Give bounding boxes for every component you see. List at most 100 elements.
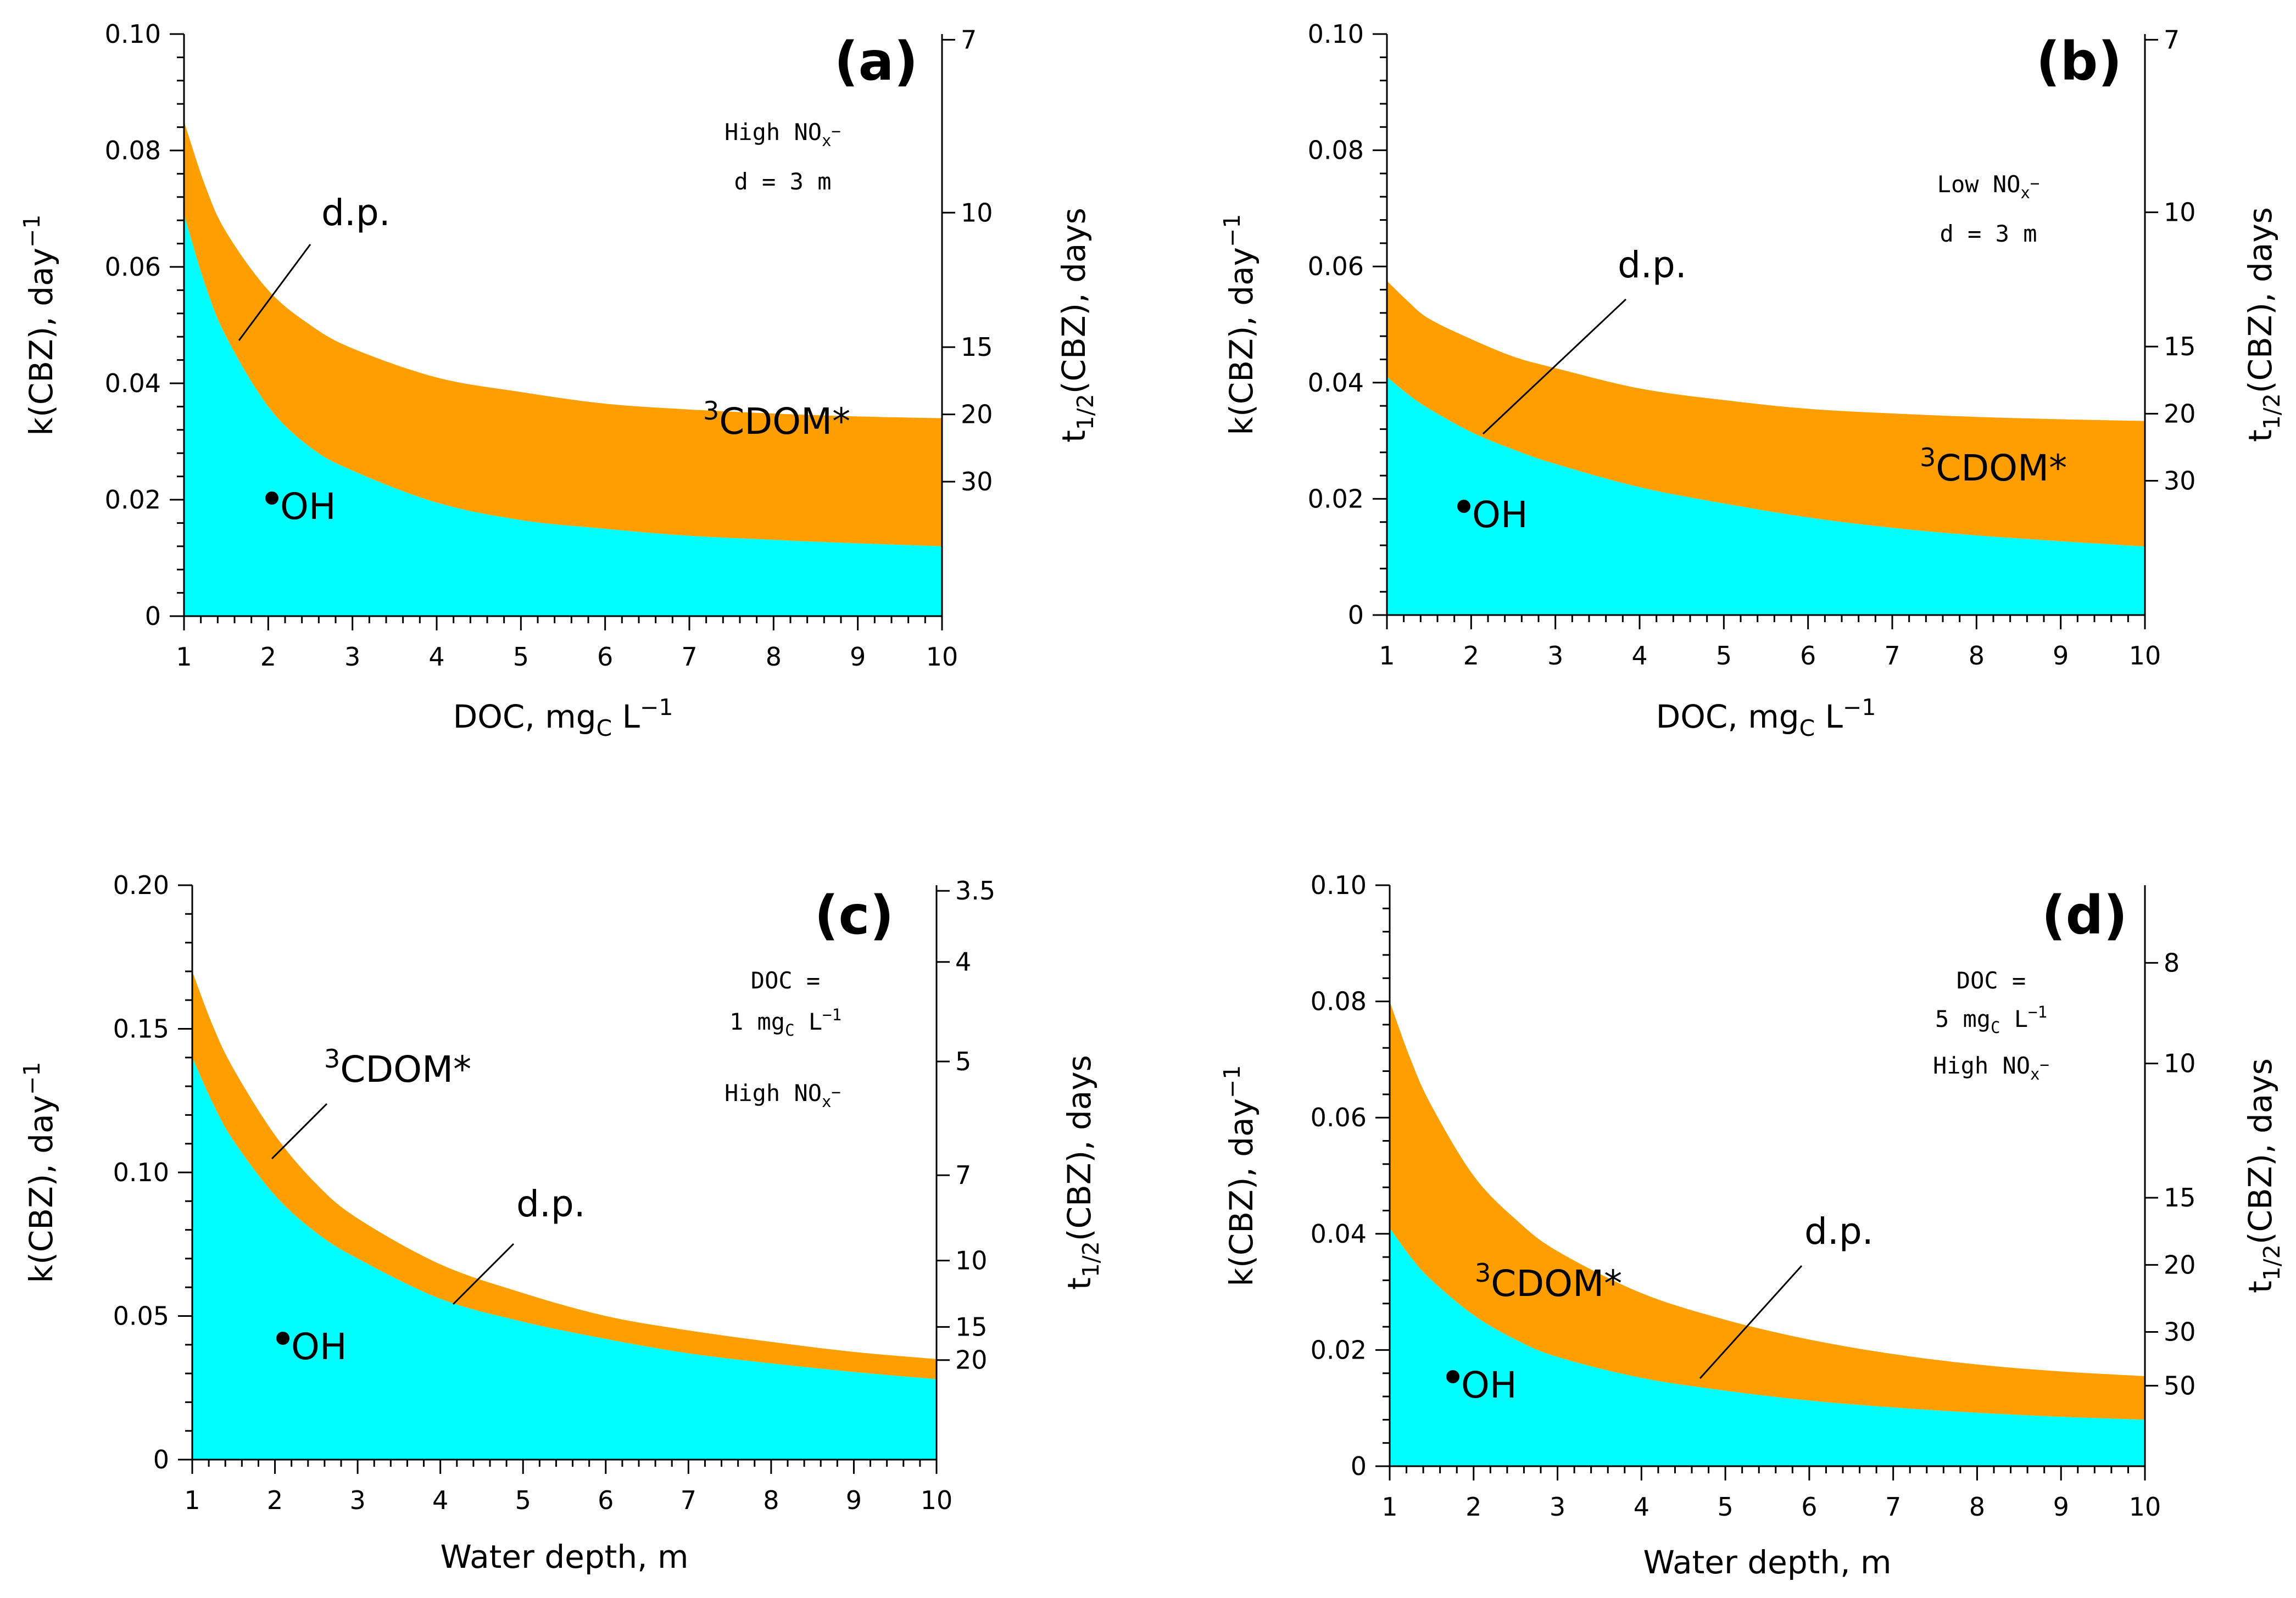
x-tick-label: 4 <box>428 642 444 672</box>
leader-line <box>452 1243 515 1305</box>
x-tick-label: 1 <box>184 1485 200 1515</box>
x-tick-label: 9 <box>2053 1492 2069 1522</box>
x-tick-label: 5 <box>515 1485 531 1515</box>
panel-label: (a) <box>834 31 918 92</box>
x-tick-label: 3 <box>1550 1492 1565 1522</box>
y-tick-label: 0.05 <box>113 1301 169 1331</box>
x-tick-label: 8 <box>763 1485 779 1515</box>
x-tick-label: 1 <box>1379 641 1395 671</box>
y-tick-label: 0.08 <box>1311 987 1367 1016</box>
y2-tick-label: 4 <box>955 947 971 977</box>
x-tick-label: 10 <box>2129 1492 2161 1522</box>
y2-tick-label: 7 <box>2164 25 2180 54</box>
y-tick-label: 0.06 <box>105 252 161 282</box>
series-label-oh: OH <box>1461 1364 1517 1406</box>
panel-label: (c) <box>815 885 894 946</box>
x-tick-label: 6 <box>598 1485 614 1515</box>
x-tick-label: 7 <box>681 1485 696 1515</box>
y-tick-label: 0.15 <box>113 1014 169 1044</box>
panel-label: (b) <box>2036 31 2122 92</box>
y-tick-label: 0.02 <box>105 485 161 515</box>
x-tick-label: 10 <box>926 642 958 672</box>
y-tick-label: 0.02 <box>1308 484 1364 513</box>
series-label-3cdom: 3CDOM* <box>703 396 850 443</box>
x-tick-label: 9 <box>846 1485 862 1515</box>
radical-dot-icon <box>265 491 278 505</box>
y-tick-label: 0.10 <box>1308 19 1364 49</box>
x-tick-label: 10 <box>921 1485 953 1515</box>
series-area-oh <box>1387 377 2145 615</box>
x-tick-label: 4 <box>1634 1492 1649 1522</box>
condition-annotation: 5 mgC L−1 <box>1935 1003 2047 1037</box>
y-axis-title: k(CBZ), day−1 <box>1219 214 1260 435</box>
x-axis-title: Water depth, m <box>1643 1544 1891 1581</box>
series-label-dp: d.p. <box>1804 1210 1874 1253</box>
y-tick-label: 0.06 <box>1311 1103 1367 1132</box>
x-tick-label: 2 <box>1463 641 1479 671</box>
y2-tick-label: 20 <box>961 400 993 429</box>
series-area-oh <box>1390 1228 2145 1466</box>
x-tick-label: 1 <box>1381 1492 1397 1522</box>
y2-tick-label: 10 <box>961 198 993 227</box>
leader-line <box>271 1103 328 1160</box>
series-area-oh <box>184 214 942 617</box>
y-tick-label: 0.08 <box>1308 136 1364 165</box>
x-tick-label: 2 <box>267 1485 283 1515</box>
condition-annotation: High NOx− <box>725 119 841 150</box>
y-tick-label: 0.10 <box>1311 870 1367 900</box>
x-tick-label: 5 <box>1717 1492 1733 1522</box>
y-tick-label: 0 <box>1348 600 1364 630</box>
x-tick-label: 8 <box>1969 641 1985 671</box>
series-label-dp: d.p. <box>1618 244 1687 286</box>
y-tick-label: 0.04 <box>1308 368 1364 398</box>
series-label-3cdom: 3CDOM* <box>1475 1258 1622 1305</box>
x-tick-label: 6 <box>1801 1492 1817 1522</box>
y2-tick-label: 15 <box>2164 1183 2196 1213</box>
y2-tick-label: 3.5 <box>955 876 995 906</box>
x-tick-label: 7 <box>1885 1492 1901 1522</box>
y2-tick-label: 15 <box>2164 332 2196 361</box>
chart-panel-a: 1 2 3 4 5 6 7 8 9 10 0 0.02 0.04 0.06 0.08 0.10 7 10 15 20 3… <box>19 19 1099 741</box>
radical-dot-icon <box>276 1332 289 1345</box>
series-area-3cdom <box>184 121 942 546</box>
y2-tick-label: 15 <box>955 1312 988 1342</box>
x-tick-label: 9 <box>850 642 866 672</box>
y-tick-label: 0 <box>145 601 161 631</box>
x-tick-label: 7 <box>681 642 697 672</box>
series-label-dp: d.p. <box>321 192 391 234</box>
condition-annotation: 1 mgC L−1 <box>729 1005 842 1040</box>
x-tick-label: 3 <box>349 1485 365 1515</box>
condition-annotation: Low NOx− <box>1937 171 2040 202</box>
x-tick-label: 6 <box>597 642 613 672</box>
x-tick-label: 9 <box>2053 641 2069 671</box>
y2-tick-label: 20 <box>2164 1250 2196 1279</box>
y-tick-label: 0.10 <box>113 1158 169 1187</box>
condition-annotation: High NOx− <box>1933 1052 2049 1083</box>
y2-tick-label: 30 <box>2164 1317 2196 1347</box>
y2-tick-label: 50 <box>2164 1371 2196 1400</box>
y-tick-label: 0 <box>153 1445 169 1474</box>
y2-tick-label: 20 <box>955 1345 988 1375</box>
y-axis-title: k(CBZ), day−1 <box>1219 1065 1260 1287</box>
x-axis-title: DOC, mgC L−1 <box>453 694 673 741</box>
y2-tick-label: 20 <box>2164 399 2196 428</box>
condition-annotation: DOC = <box>1957 967 2026 994</box>
x-axis-title: Water depth, m <box>440 1538 688 1575</box>
series-area-3cdom <box>1390 1001 2145 1420</box>
series-area-oh <box>192 1057 937 1460</box>
y2-axis-title: t1/2(CBZ), days <box>2242 207 2285 442</box>
x-tick-label: 8 <box>1969 1492 1985 1522</box>
x-tick-label: 5 <box>513 642 529 672</box>
chart-panel-b: 1 2 3 4 5 6 7 8 9 10 0 0.02 0.04 0.06 0.08 0.10 7 10 15 20 3… <box>1219 19 2285 741</box>
x-tick-label: 10 <box>2129 641 2161 671</box>
radical-dot-icon <box>1446 1370 1459 1383</box>
y2-tick-label: 8 <box>2164 948 2180 977</box>
series-label-oh: OH <box>280 485 336 528</box>
y2-axis-title: t1/2(CBZ), days <box>1061 1055 1104 1290</box>
chart-panel-d: 1 2 3 4 5 6 7 8 9 10 0 0.02 0.04 0.06 0.08 0.10 8 10 15 20 3… <box>1219 870 2285 1581</box>
x-tick-label: 4 <box>432 1485 448 1515</box>
y-tick-label: 0 <box>1351 1451 1367 1481</box>
condition-annotation: High NOx− <box>725 1080 841 1111</box>
y-tick-label: 0.10 <box>105 19 161 49</box>
y-tick-label: 0.08 <box>105 136 161 165</box>
